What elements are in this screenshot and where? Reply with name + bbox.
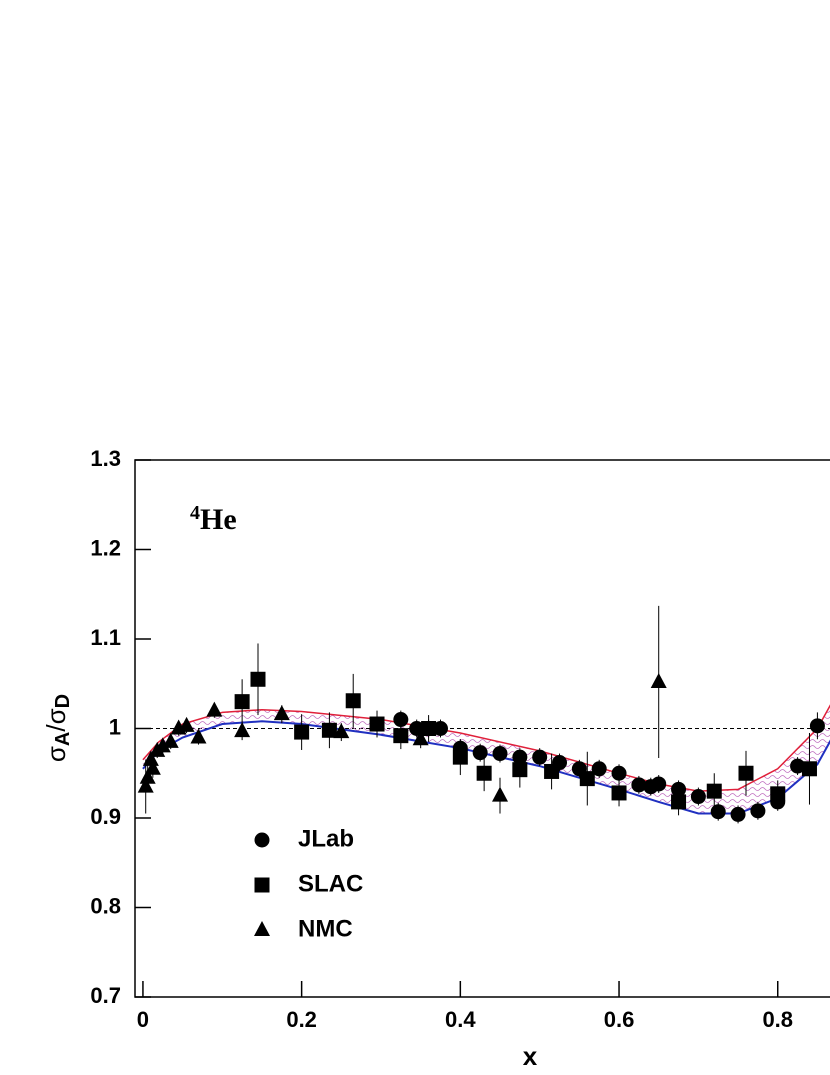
marker-square xyxy=(321,722,337,738)
marker-circle xyxy=(472,745,488,761)
marker-triangle xyxy=(412,730,429,746)
x-tick-label: 0.2 xyxy=(286,1007,317,1032)
marker-square xyxy=(369,716,385,732)
legend-label: JLab xyxy=(298,825,354,852)
x-axis-label: x xyxy=(523,1041,538,1071)
marker-circle xyxy=(750,803,766,819)
marker-triangle xyxy=(650,672,667,688)
legend-label: SLAC xyxy=(298,870,363,897)
legend-label: NMC xyxy=(298,915,353,942)
marker-triangle xyxy=(162,732,179,748)
marker-square xyxy=(801,761,817,777)
marker-square xyxy=(250,671,266,687)
marker-circle xyxy=(611,765,627,781)
band-upper xyxy=(142,704,830,792)
y-axis-label-part: σ xyxy=(41,746,71,762)
marker-circle xyxy=(710,804,726,820)
marker-triangle xyxy=(206,701,223,717)
marker-circle xyxy=(432,721,448,736)
marker-square xyxy=(671,794,687,810)
annotation: 4He xyxy=(190,502,237,536)
marker-square xyxy=(738,765,754,781)
y-axis-label-part: /σ xyxy=(41,708,71,731)
legend-marker xyxy=(254,877,270,893)
marker-square xyxy=(421,721,437,736)
marker-triangle xyxy=(234,722,251,738)
marker-triangle xyxy=(333,723,350,739)
marker-circle xyxy=(591,761,607,777)
y-tick-label: 1.3 xyxy=(90,446,121,471)
marker-square xyxy=(393,728,409,744)
marker-square xyxy=(770,786,786,802)
y-tick-label: 0.7 xyxy=(90,983,121,1008)
marker-triangle xyxy=(273,705,290,721)
marker-circle xyxy=(690,789,706,805)
marker-triangle xyxy=(492,786,509,802)
x-tick-label: 0.4 xyxy=(445,1007,476,1032)
marker-triangle xyxy=(144,759,161,775)
marker-square xyxy=(476,765,492,781)
marker-circle xyxy=(730,806,746,822)
marker-square xyxy=(579,771,595,787)
plot-area xyxy=(135,605,830,824)
marker-square xyxy=(294,724,310,740)
marker-triangle xyxy=(137,777,154,793)
legend-marker xyxy=(254,832,270,848)
annotation-text: He xyxy=(200,503,237,536)
marker-circle xyxy=(809,718,825,734)
marker-square xyxy=(512,762,528,778)
marker-circle xyxy=(492,746,508,762)
y-tick-label: 1 xyxy=(109,714,121,739)
marker-circle xyxy=(532,749,548,765)
marker-square xyxy=(544,763,560,779)
y-axis-label: σA/σD xyxy=(41,694,74,762)
marker-square xyxy=(706,783,722,799)
x-tick-label: 0.8 xyxy=(762,1007,793,1032)
x-tick-label: 0 xyxy=(137,1007,149,1032)
marker-triangle xyxy=(178,716,195,732)
marker-circle xyxy=(393,712,409,728)
y-tick-label: 0.8 xyxy=(90,893,121,918)
marker-circle xyxy=(651,776,667,792)
x-tick-label: 0.6 xyxy=(604,1007,635,1032)
y-axis-label-part: D xyxy=(52,694,74,708)
marker-triangle xyxy=(190,728,207,744)
marker-square xyxy=(234,694,250,710)
y-tick-label: 1.1 xyxy=(90,625,121,650)
marker-square xyxy=(452,749,468,765)
y-axis-label-part: A xyxy=(52,732,74,746)
annotation-sup: 4 xyxy=(190,502,200,524)
marker-square xyxy=(345,693,361,709)
marker-circle xyxy=(790,758,806,774)
marker-triangle xyxy=(154,737,171,753)
marker-circle xyxy=(631,777,647,793)
y-tick-label: 0.9 xyxy=(90,804,121,829)
marker-square xyxy=(611,785,627,801)
marker-triangle xyxy=(139,768,156,784)
legend-marker xyxy=(254,921,270,936)
y-tick-label: 1.2 xyxy=(90,535,121,560)
marker-triangle xyxy=(142,750,159,766)
